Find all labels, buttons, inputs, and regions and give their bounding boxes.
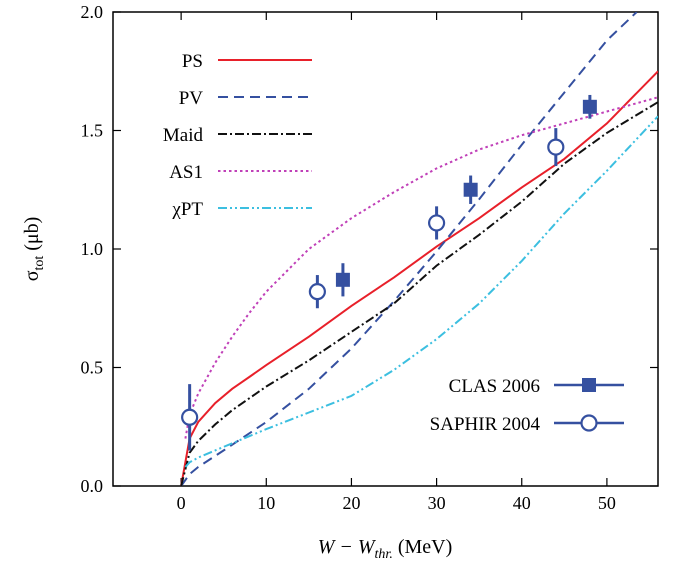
x-axis-label-unit: (MeV)	[393, 536, 452, 558]
y-axis-label: σtot (μb)	[21, 217, 47, 282]
x-tick-label: 40	[513, 493, 531, 513]
legend-label-pv: PV	[179, 88, 204, 109]
x-axis-label: W − Wthr. (MeV)	[318, 536, 453, 562]
legend-marker-clas-2006	[582, 378, 596, 392]
x-axis-label-main: W − W	[318, 536, 377, 558]
y-axis-label-sub: tot	[32, 256, 47, 271]
legend-label-clas-2006: CLAS 2006	[449, 376, 540, 397]
data-point-clas-2006	[335, 272, 350, 287]
y-tick-label: 0.0	[81, 476, 104, 496]
data-point-clas-2006	[582, 99, 597, 114]
legend-label-saphir-2004: SAPHIR 2004	[430, 414, 541, 435]
x-tick-label: 30	[428, 493, 446, 513]
series-line-maid	[180, 101, 658, 486]
data-point-saphir-2004	[427, 214, 446, 232]
legend-label-ps: PS	[182, 51, 203, 72]
data-points	[181, 94, 597, 451]
y-tick-label: 1.0	[81, 239, 104, 259]
data-point-clas-2006	[463, 182, 478, 197]
tick-labels: 0 10 20 30 40 50 0.0 0.5 1.0 1.5 2.0	[81, 2, 616, 513]
legend-label-pt: χPT	[171, 199, 203, 220]
x-tick-label: 20	[342, 493, 360, 513]
y-tick-label: 0.5	[81, 358, 104, 378]
x-tick-label: 0	[177, 493, 186, 513]
series-line-ps	[180, 70, 658, 486]
y-tick-label: 1.5	[81, 121, 104, 141]
y-axis-label-main: σ	[21, 270, 43, 281]
x-axis-label-sub: thr.	[375, 547, 393, 562]
curves	[180, 12, 658, 486]
series-line-pt	[184, 115, 658, 468]
y-tick-label: 2.0	[81, 2, 104, 22]
legend-label-as1: AS1	[169, 162, 203, 183]
data-point-saphir-2004	[308, 283, 326, 301]
x-tick-label: 10	[257, 493, 275, 513]
y-axis-label-unit: (μb)	[21, 217, 43, 256]
x-tick-label: 50	[598, 493, 616, 513]
series-line-pv	[180, 12, 638, 486]
legend-lines: PS PV Maid AS1 χPT	[163, 51, 312, 220]
legend-marker-saphir-2004	[580, 414, 598, 432]
legend-label-maid: Maid	[163, 125, 204, 146]
ticks	[113, 11, 658, 487]
data-point-saphir-2004	[181, 408, 199, 426]
legend-points: CLAS 2006 SAPHIR 2004	[430, 376, 624, 435]
data-point-saphir-2004	[547, 138, 565, 156]
